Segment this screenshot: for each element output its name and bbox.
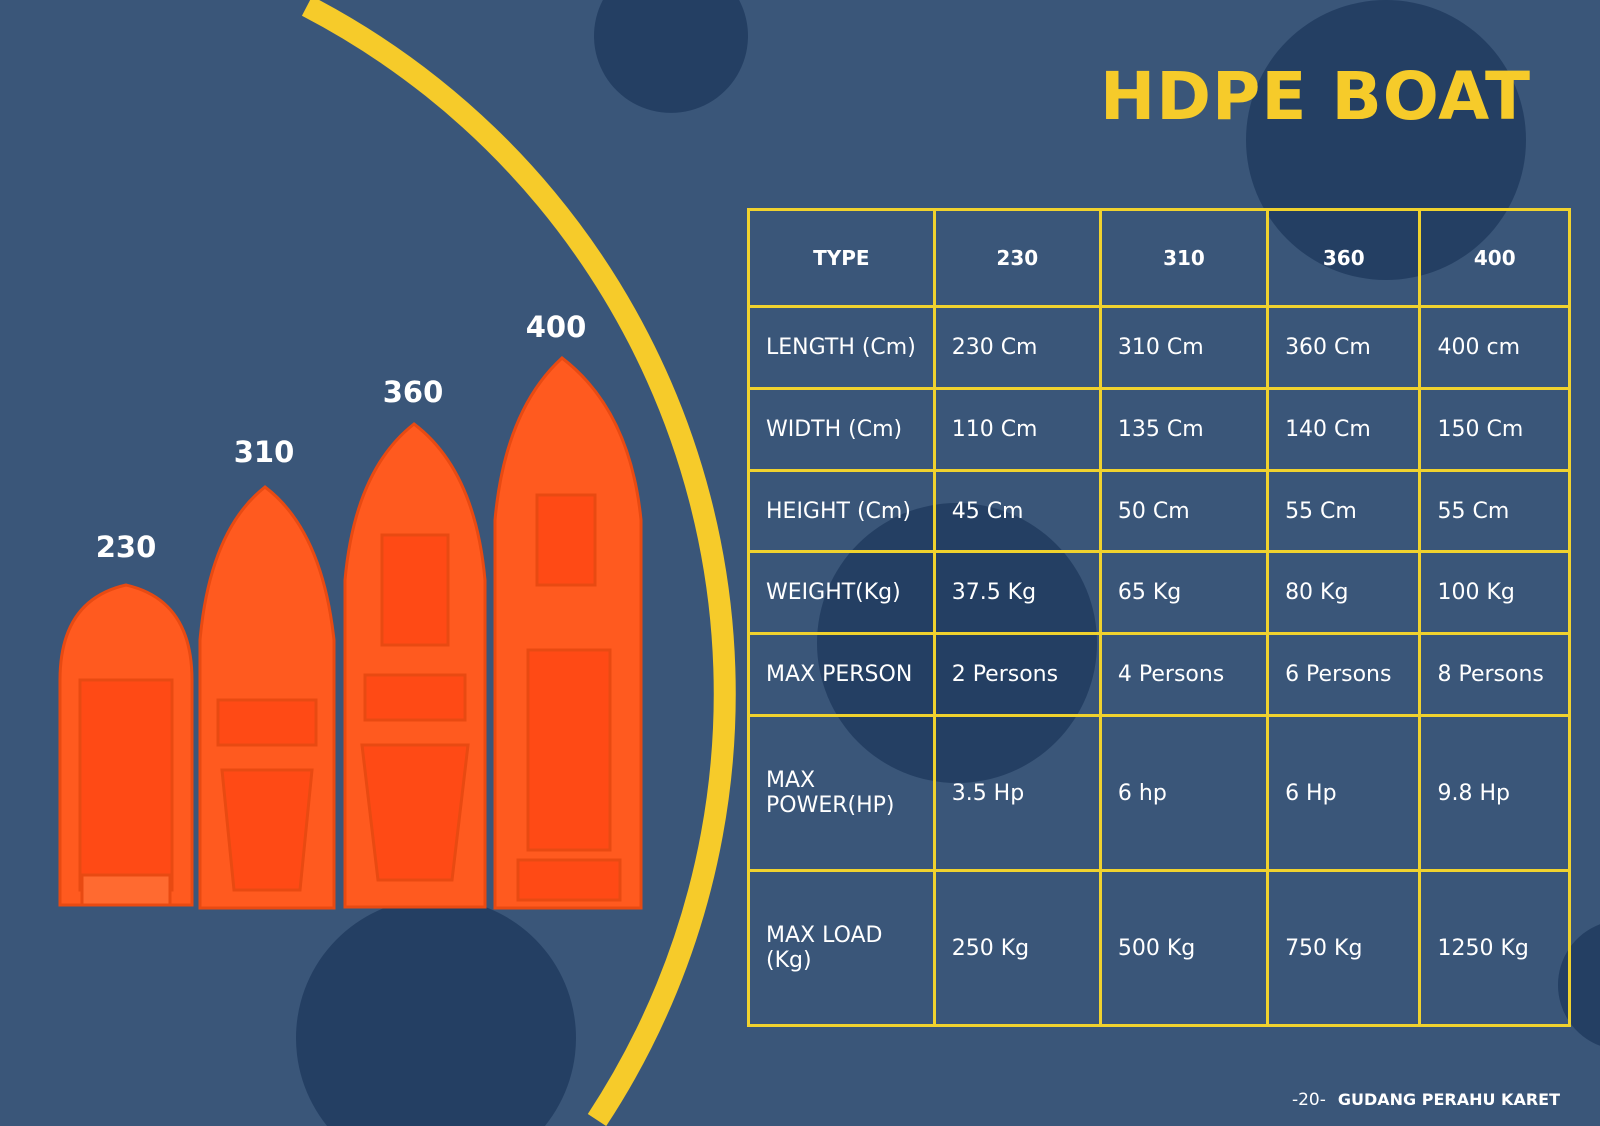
boat-label-400: 400 [525, 310, 587, 344]
cell: 6 Hp [1266, 714, 1422, 873]
row-label: HEIGHT (Cm) [747, 468, 936, 554]
cell: 37.5 Kg [932, 550, 1102, 636]
cell: 140 Cm [1266, 386, 1422, 472]
cell: 1250 Kg [1418, 869, 1571, 1027]
specs-table: TYPE 230 310 360 400 LENGTH (Cm) 230 Cm 31… [747, 208, 1571, 1027]
yellow-arc [301, 0, 736, 1126]
cell: 135 Cm [1098, 386, 1270, 472]
boat-310 [198, 485, 336, 910]
table-row: LENGTH (Cm) 230 Cm 310 Cm 360 Cm 400 cm [747, 305, 1571, 390]
cell: 230 Cm [932, 305, 1102, 390]
cell: 250 Kg [932, 869, 1102, 1027]
cell: 360 Cm [1266, 305, 1422, 390]
cell: 150 Cm [1418, 386, 1571, 472]
header-230: 230 [932, 208, 1102, 308]
boat-label-310: 310 [233, 435, 295, 469]
row-label: WIDTH (Cm) [747, 386, 936, 472]
table-row: HEIGHT (Cm) 45 Cm 50 Cm 55 Cm 55 Cm [747, 468, 1571, 554]
table-row: MAX LOAD (Kg) 250 Kg 500 Kg 750 Kg 1250 Kg [747, 869, 1571, 1027]
page-number: -20- [1291, 1090, 1326, 1110]
header-360: 360 [1266, 208, 1422, 308]
cell: 65 Kg [1098, 550, 1270, 636]
cell: 6 hp [1098, 714, 1270, 873]
footer: -20- GUDANG PERAHU KARET [1280, 1090, 1560, 1110]
cell: 500 Kg [1098, 869, 1270, 1027]
decor-circle-bottom [296, 898, 577, 1126]
cell: 110 Cm [932, 386, 1102, 472]
row-label: MAX PERSON [747, 632, 936, 718]
footer-brand: GUDANG PERAHU KARET [1337, 1090, 1560, 1109]
cell: 50 Cm [1098, 468, 1270, 554]
row-label: WEIGHT(Kg) [747, 550, 936, 636]
cell: 55 Cm [1418, 468, 1571, 554]
cell: 310 Cm [1098, 305, 1270, 390]
boat-360 [343, 422, 487, 909]
row-label: MAX POWER(HP) [747, 714, 936, 873]
boat-400 [493, 356, 643, 910]
table-row: WEIGHT(Kg) 37.5 Kg 65 Kg 80 Kg 100 Kg [747, 550, 1571, 636]
table-row: MAX PERSON 2 Persons 4 Persons 6 Persons 8 P… [747, 632, 1571, 718]
cell: 3.5 Hp [932, 714, 1102, 873]
cell: 750 Kg [1266, 869, 1422, 1027]
cell: 8 Persons [1418, 632, 1571, 718]
header-type: TYPE [747, 208, 936, 308]
row-label: MAX LOAD (Kg) [747, 869, 936, 1027]
table-row: WIDTH (Cm) 110 Cm 135 Cm 140 Cm 150 Cm [747, 386, 1571, 472]
cell: 6 Persons [1266, 632, 1422, 718]
boat-label-360: 360 [382, 375, 444, 409]
cell: 55 Cm [1266, 468, 1422, 554]
table-header-row: TYPE 230 310 360 400 [747, 208, 1571, 308]
cell: 80 Kg [1266, 550, 1422, 636]
cell: 2 Persons [932, 632, 1102, 718]
page-title: HDPE BOAT [1100, 58, 1532, 135]
decor-circle-top [593, 0, 748, 113]
cell: 400 cm [1418, 305, 1571, 390]
boat-230 [58, 583, 194, 907]
cell: 4 Persons [1098, 632, 1270, 718]
header-310: 310 [1098, 208, 1270, 308]
cell: 100 Kg [1418, 550, 1571, 636]
cell: 45 Cm [932, 468, 1102, 554]
cell: 9.8 Hp [1418, 714, 1571, 873]
boat-label-230: 230 [95, 530, 157, 564]
table-row: MAX POWER(HP) 3.5 Hp 6 hp 6 Hp 9.8 Hp [747, 714, 1571, 873]
row-label: LENGTH (Cm) [747, 305, 936, 390]
header-400: 400 [1418, 208, 1571, 308]
